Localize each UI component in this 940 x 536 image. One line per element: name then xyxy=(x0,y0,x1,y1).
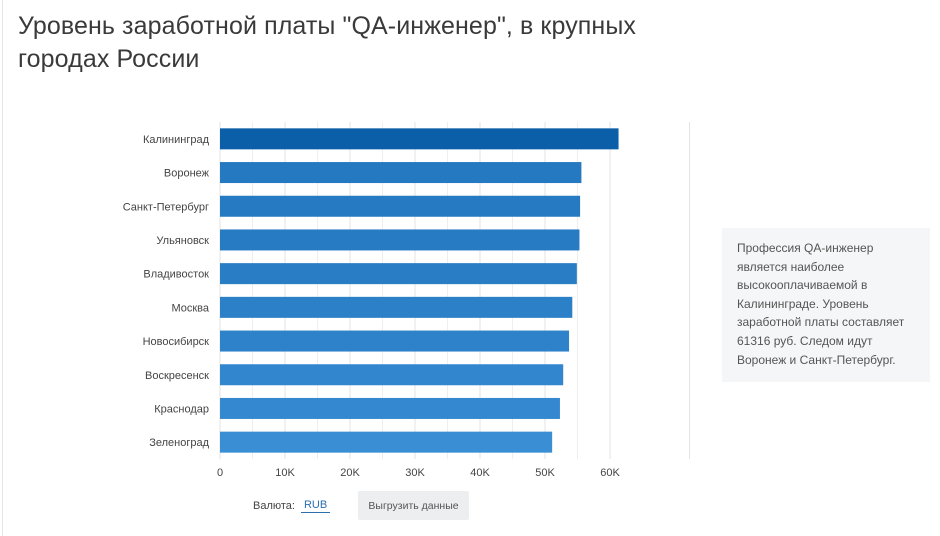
category-label: Калининград xyxy=(143,134,210,146)
bar xyxy=(220,364,564,386)
tick-label: 0 xyxy=(217,467,223,479)
tick-label: 20K xyxy=(340,467,360,479)
panel-divider xyxy=(689,122,690,459)
bar xyxy=(220,296,573,318)
tick-label: 10K xyxy=(275,467,295,479)
category-label: Воскресенск xyxy=(145,370,209,382)
category-label: Москва xyxy=(171,302,209,314)
category-label: Ульяновск xyxy=(156,235,209,247)
bar xyxy=(220,330,570,352)
bar xyxy=(220,263,577,285)
bar xyxy=(220,162,582,184)
tick-label: 30K xyxy=(405,467,425,479)
left-border xyxy=(2,0,3,536)
info-text: Профессия QA-инженер является наиболее в… xyxy=(737,241,905,367)
export-data-button[interactable]: Выгрузить данные xyxy=(358,491,469,520)
chart-title: Уровень заработной платы "QA-инженер", в… xyxy=(18,12,637,73)
category-label: Новосибирск xyxy=(143,336,210,348)
tick-label: 50K xyxy=(535,467,555,479)
currency-dropdown[interactable]: RUB xyxy=(300,499,331,513)
tick-label: 40K xyxy=(470,467,490,479)
category-label: Зеленоград xyxy=(149,437,209,449)
currency-label: Валюта: xyxy=(253,500,295,512)
salary-bar-chart: Калининград Воронеж Санкт-Петербург Ульянов… xyxy=(123,122,620,479)
bar xyxy=(220,229,580,251)
tick-label: 60K xyxy=(600,467,620,479)
category-label: Санкт-Петербург xyxy=(123,201,209,213)
category-label: Владивосток xyxy=(143,269,209,281)
bar xyxy=(220,431,553,453)
bar xyxy=(220,128,619,150)
category-label: Краснодар xyxy=(154,403,209,415)
info-box: Профессия QA-инженер является наиболее в… xyxy=(722,228,930,382)
bar xyxy=(220,195,581,217)
category-label: Воронеж xyxy=(164,168,210,180)
bar xyxy=(220,397,560,419)
currency-selector: Валюта: RUB xyxy=(253,492,331,520)
